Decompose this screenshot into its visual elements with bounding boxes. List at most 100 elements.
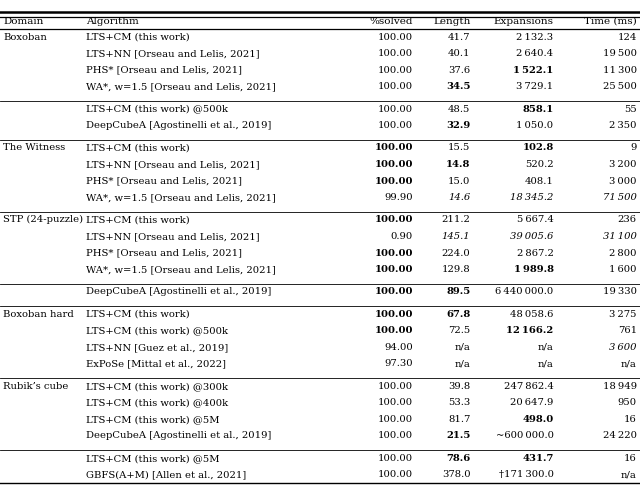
Text: LTS+CM (this work) @400k: LTS+CM (this work) @400k — [86, 398, 228, 407]
Text: 34.5: 34.5 — [446, 82, 470, 91]
Text: 2 350: 2 350 — [609, 121, 637, 130]
Text: 145.1: 145.1 — [442, 232, 470, 241]
Text: PHS* [Orseau and Lelis, 2021]: PHS* [Orseau and Lelis, 2021] — [86, 177, 243, 185]
Text: 247 862.4: 247 862.4 — [504, 382, 554, 391]
Text: 100.00: 100.00 — [378, 104, 413, 114]
Text: PHS* [Orseau and Lelis, 2021]: PHS* [Orseau and Lelis, 2021] — [86, 248, 243, 258]
Text: LTS+CM (this work): LTS+CM (this work) — [86, 215, 190, 224]
Text: 24 220: 24 220 — [603, 431, 637, 441]
Text: 100.00: 100.00 — [378, 454, 413, 463]
Text: 71 500: 71 500 — [603, 193, 637, 202]
Text: 236: 236 — [618, 215, 637, 224]
Text: 761: 761 — [618, 326, 637, 335]
Text: 498.0: 498.0 — [522, 415, 554, 424]
Text: n/a: n/a — [454, 360, 470, 368]
Text: n/a: n/a — [538, 360, 554, 368]
Text: LTS+CM (this work) @500k: LTS+CM (this work) @500k — [86, 326, 228, 335]
Text: 15.0: 15.0 — [448, 177, 470, 185]
Text: 3 729.1: 3 729.1 — [516, 82, 554, 91]
Text: 431.7: 431.7 — [522, 454, 554, 463]
Text: 100.00: 100.00 — [374, 215, 413, 224]
Text: 12 166.2: 12 166.2 — [506, 326, 554, 335]
Text: 211.2: 211.2 — [442, 215, 470, 224]
Text: LTS+CM (this work): LTS+CM (this work) — [86, 33, 190, 41]
Text: DeepCubeA [Agostinelli et al., 2019]: DeepCubeA [Agostinelli et al., 2019] — [86, 431, 272, 441]
Text: 100.00: 100.00 — [378, 470, 413, 479]
Text: 100.00: 100.00 — [374, 287, 413, 296]
Text: 14.8: 14.8 — [446, 160, 470, 169]
Text: n/a: n/a — [538, 343, 554, 352]
Text: 11 300: 11 300 — [603, 65, 637, 75]
Text: 100.00: 100.00 — [374, 310, 413, 319]
Text: 1 050.0: 1 050.0 — [516, 121, 554, 130]
Text: Boxoban: Boxoban — [3, 33, 47, 41]
Text: 48.5: 48.5 — [448, 104, 470, 114]
Text: 89.5: 89.5 — [446, 287, 470, 296]
Text: Algorithm: Algorithm — [86, 17, 139, 26]
Text: 55: 55 — [624, 104, 637, 114]
Text: 67.8: 67.8 — [446, 310, 470, 319]
Text: %solved: %solved — [369, 17, 413, 26]
Text: 129.8: 129.8 — [442, 265, 470, 274]
Text: LTS+NN [Orseau and Lelis, 2021]: LTS+NN [Orseau and Lelis, 2021] — [86, 232, 260, 241]
Text: PHS* [Orseau and Lelis, 2021]: PHS* [Orseau and Lelis, 2021] — [86, 65, 243, 75]
Text: 100.00: 100.00 — [378, 49, 413, 58]
Text: 31 100: 31 100 — [603, 232, 637, 241]
Text: 100.00: 100.00 — [378, 382, 413, 391]
Text: 1 522.1: 1 522.1 — [513, 65, 554, 75]
Text: LTS+CM (this work) @5M: LTS+CM (this work) @5M — [86, 454, 220, 463]
Text: 72.5: 72.5 — [448, 326, 470, 335]
Text: 37.6: 37.6 — [448, 65, 470, 75]
Text: 48 058.6: 48 058.6 — [510, 310, 554, 319]
Text: 100.00: 100.00 — [374, 177, 413, 185]
Text: 2 867.2: 2 867.2 — [516, 248, 554, 258]
Text: WA*, w=1.5 [Orseau and Lelis, 2021]: WA*, w=1.5 [Orseau and Lelis, 2021] — [86, 82, 276, 91]
Text: 19 500: 19 500 — [603, 49, 637, 58]
Text: LTS+CM (this work) @300k: LTS+CM (this work) @300k — [86, 382, 228, 391]
Text: WA*, w=1.5 [Orseau and Lelis, 2021]: WA*, w=1.5 [Orseau and Lelis, 2021] — [86, 265, 276, 274]
Text: Length: Length — [433, 17, 470, 26]
Text: ExPoSe [Mittal et al., 2022]: ExPoSe [Mittal et al., 2022] — [86, 360, 227, 368]
Text: 41.7: 41.7 — [448, 33, 470, 41]
Text: 124: 124 — [618, 33, 637, 41]
Text: 39.8: 39.8 — [448, 382, 470, 391]
Text: 40.1: 40.1 — [448, 49, 470, 58]
Text: LTS+CM (this work): LTS+CM (this work) — [86, 143, 190, 152]
Text: Domain: Domain — [3, 17, 44, 26]
Text: 97.30: 97.30 — [384, 360, 413, 368]
Text: 100.00: 100.00 — [374, 265, 413, 274]
Text: Expansions: Expansions — [493, 17, 554, 26]
Text: 950: 950 — [618, 398, 637, 407]
Text: 14.6: 14.6 — [448, 193, 470, 202]
Text: LTS+NN [Guez et al., 2019]: LTS+NN [Guez et al., 2019] — [86, 343, 228, 352]
Text: n/a: n/a — [621, 360, 637, 368]
Text: STP (24-puzzle): STP (24-puzzle) — [3, 215, 83, 224]
Text: LTS+CM (this work): LTS+CM (this work) — [86, 310, 190, 319]
Text: GBFS(A+M) [Allen et al., 2021]: GBFS(A+M) [Allen et al., 2021] — [86, 470, 246, 479]
Text: DeepCubeA [Agostinelli et al., 2019]: DeepCubeA [Agostinelli et al., 2019] — [86, 287, 272, 296]
Text: 94.00: 94.00 — [384, 343, 413, 352]
Text: 100.00: 100.00 — [378, 121, 413, 130]
Text: 100.00: 100.00 — [378, 33, 413, 41]
Text: 2 132.3: 2 132.3 — [516, 33, 554, 41]
Text: 81.7: 81.7 — [448, 415, 470, 424]
Text: Time (ms): Time (ms) — [584, 17, 637, 26]
Text: The Witness: The Witness — [3, 143, 65, 152]
Text: 520.2: 520.2 — [525, 160, 554, 169]
Text: 21.5: 21.5 — [446, 431, 470, 441]
Text: n/a: n/a — [454, 343, 470, 352]
Text: 378.0: 378.0 — [442, 470, 470, 479]
Text: 100.00: 100.00 — [378, 65, 413, 75]
Text: 100.00: 100.00 — [378, 398, 413, 407]
Text: 2 640.4: 2 640.4 — [516, 49, 554, 58]
Text: 1 989.8: 1 989.8 — [514, 265, 554, 274]
Text: 3 600: 3 600 — [609, 343, 637, 352]
Text: 15.5: 15.5 — [448, 143, 470, 152]
Text: 78.6: 78.6 — [446, 454, 470, 463]
Text: 3 200: 3 200 — [609, 160, 637, 169]
Text: DeepCubeA [Agostinelli et al., 2019]: DeepCubeA [Agostinelli et al., 2019] — [86, 121, 272, 130]
Text: 25 500: 25 500 — [603, 82, 637, 91]
Text: Boxoban hard: Boxoban hard — [3, 310, 74, 319]
Text: 18 345.2: 18 345.2 — [510, 193, 554, 202]
Text: 0.90: 0.90 — [390, 232, 413, 241]
